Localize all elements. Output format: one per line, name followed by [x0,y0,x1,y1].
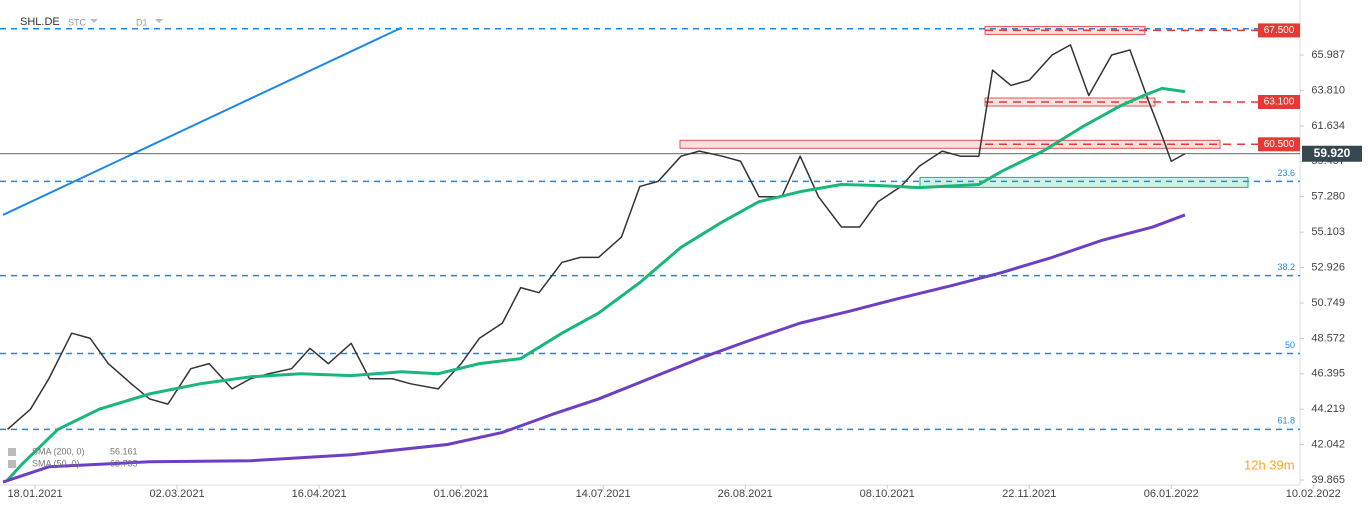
fib-label: 38.2 [1277,262,1295,272]
plot: 23.6 38.2 50 61.8 67.500 63.100 60.500 [0,23,1300,484]
legend-swatch [8,460,16,468]
level-label: 63.100 [1264,97,1295,108]
y-tick-label: 48.572 [1311,332,1345,344]
x-tick-label: 14.07.2021 [576,488,631,500]
zone [984,25,1146,35]
symbol: SHL.DE [20,16,60,28]
y-tick-label: 55.103 [1311,226,1345,238]
level-label-box [1258,137,1300,152]
x-tick-label: 08.10.2021 [860,488,915,500]
x-tick-label: 16.04.2021 [292,488,347,500]
timer: 12h 39m [1244,457,1295,472]
y-tick-label: 46.395 [1311,368,1345,380]
x-tick-label: 02.03.2021 [150,488,205,500]
y-tick-label: 61.634 [1311,120,1345,132]
fib-label: 23.6 [1277,168,1295,178]
level-label-box [1258,23,1300,38]
x-tick-label: 18.01.2021 [8,488,63,500]
last-price-label: 59.920 [1314,146,1351,160]
y-tick-label: 63.810 [1311,84,1345,96]
y-tick-label: 39.865 [1311,474,1345,486]
y-tick-label: 50.749 [1311,297,1345,309]
series-line [2,213,1186,484]
series-line [6,86,1186,481]
x-tick-label: 22.11.2021 [1002,488,1056,500]
legend-value: 56.161 [110,446,138,456]
legend-value: 63.735 [110,458,138,468]
dropdown-icon[interactable] [90,19,98,23]
y-tick-label: 52.926 [1311,261,1345,273]
fib-label: 61.8 [1277,416,1295,426]
y-tick-label: 42.042 [1311,439,1345,451]
y-tick-label: 65.987 [1311,49,1345,61]
x-tick-label: 06.01.2022 [1144,488,1199,500]
y-tick-label: 57.280 [1311,191,1345,203]
legend-label: SMA (200, 0) [32,446,85,456]
x-tick-label: 26.08.2021 [718,488,773,500]
y-tick-label: 44.219 [1311,403,1345,415]
x-tick-label: 01.06.2021 [434,488,489,500]
source: STC [68,17,87,27]
trendline [2,26,402,216]
legend-label: SMA (50, 0) [32,458,80,468]
zone [679,139,1221,149]
series-line [7,44,1186,430]
level-label: 60.500 [1264,139,1295,150]
zone [919,176,1249,188]
last-price-box [1302,145,1362,162]
dropdown-icon[interactable] [155,19,163,23]
legend-swatch [8,448,16,456]
level-label: 67.500 [1264,25,1295,36]
fib-label: 50 [1285,340,1295,350]
interval[interactable]: D1 [136,17,148,27]
x-tick-label: 10.02.2022 [1286,488,1341,500]
level-label-box [1258,95,1300,110]
